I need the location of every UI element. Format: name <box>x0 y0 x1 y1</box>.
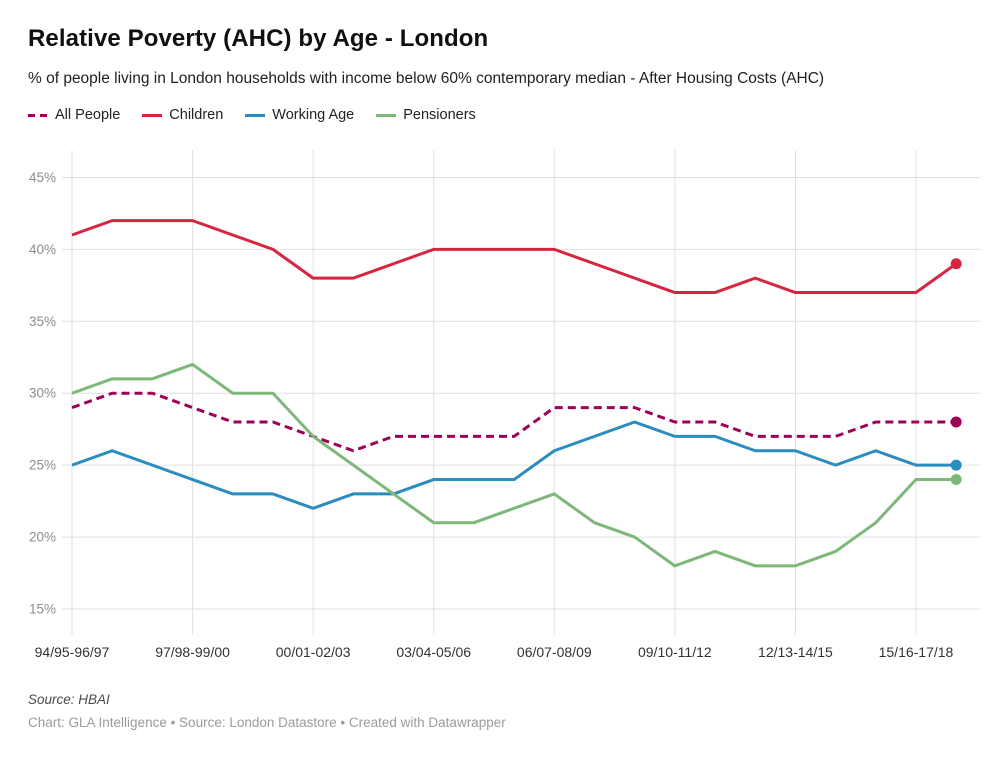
series-end-dot-working-age[interactable] <box>950 459 962 471</box>
x-axis-tick-label: 00/01-02/03 <box>276 644 351 660</box>
legend-label-working-age: Working Age <box>272 107 355 123</box>
chart-title: Relative Poverty (AHC) by Age - London <box>28 25 489 52</box>
working-age-line-swatch <box>245 113 266 117</box>
series-line-all-people[interactable] <box>71 391 957 453</box>
legend-item-children: Children <box>142 107 223 123</box>
line-chart-plot-area[interactable]: 94/95-96/97 97/98-99/00 00/01-02/03 03/04-0… <box>0 140 1000 690</box>
y-axis-tick-label: 40% <box>29 242 56 257</box>
legend: All People Children Working Age Pensione… <box>28 107 476 123</box>
source-note: Source: HBAI <box>28 692 110 707</box>
y-axis-tick-label: 45% <box>29 170 56 185</box>
y-axis-tick-label: 25% <box>29 458 56 473</box>
legend-item-working-age: Working Age <box>245 107 354 123</box>
chart-subtitle: % of people living in London households … <box>28 70 825 87</box>
children-line-swatch <box>142 113 163 117</box>
x-axis-tick-label: 94/95-96/97 <box>35 644 110 660</box>
pensioners-line-swatch <box>376 113 397 117</box>
series-end-dot-all-people[interactable] <box>950 416 962 428</box>
all-people-line-swatch <box>28 113 48 117</box>
y-axis-tick-label: 20% <box>29 530 56 545</box>
y-axis-tick-label: 15% <box>29 602 56 617</box>
series-line-working-age[interactable] <box>71 420 957 510</box>
x-axis-tick-label: 97/98-99/00 <box>155 644 230 660</box>
legend-label-children: Children <box>169 107 224 123</box>
series-line-pensioners[interactable] <box>71 362 957 568</box>
series-end-dot-pensioners[interactable] <box>950 474 962 486</box>
x-axis-tick-label: 15/16-17/18 <box>879 644 954 660</box>
legend-item-all-people: All People <box>28 107 120 123</box>
byline-note: Chart: GLA Intelligence • Source: London… <box>28 715 506 730</box>
x-axis-tick-label: 06/07-08/09 <box>517 644 592 660</box>
legend-label-pensioners: Pensioners <box>403 107 476 123</box>
y-axis-tick-label: 30% <box>29 386 56 401</box>
series-end-dot-children[interactable] <box>950 258 962 270</box>
legend-label-all-people: All People <box>55 107 121 123</box>
x-axis-tick-label: 12/13-14/15 <box>758 644 833 660</box>
y-axis-tick-label: 35% <box>29 314 56 329</box>
x-axis-tick-label: 09/10-11/12 <box>638 644 712 660</box>
x-axis-tick-label: 03/04-05/06 <box>396 644 471 660</box>
series-line-children[interactable] <box>71 219 958 295</box>
legend-item-pensioners: Pensioners <box>376 107 476 123</box>
